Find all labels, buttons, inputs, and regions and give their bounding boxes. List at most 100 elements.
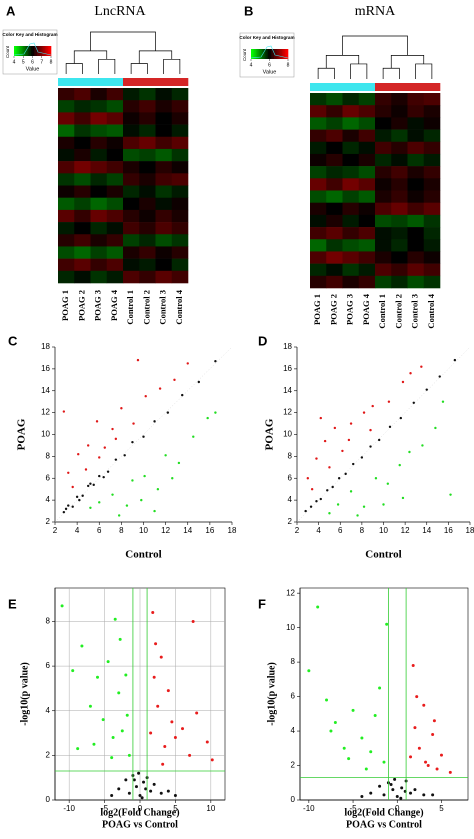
heatmap-cell <box>58 222 75 235</box>
data-point <box>161 762 165 766</box>
x-tick-label: 14 <box>183 526 192 535</box>
data-point <box>360 795 364 799</box>
data-point <box>62 510 66 514</box>
heatmap-cell <box>326 239 343 252</box>
heatmap-cell <box>423 227 441 240</box>
group-bar <box>310 83 327 91</box>
data-point <box>149 789 153 793</box>
data-point <box>114 458 118 461</box>
y-tick-label: 0 <box>46 795 51 804</box>
legend-swatch <box>17 46 19 56</box>
data-point <box>369 445 372 448</box>
data-point <box>152 782 156 786</box>
data-point <box>344 472 347 476</box>
column-label: Control 1 <box>377 294 387 329</box>
x-tick-label: 0 <box>138 804 143 813</box>
y-tick-label: 2 <box>46 517 51 526</box>
heatmap-cell <box>58 197 75 211</box>
heatmap-cell <box>74 136 91 150</box>
dendrogram <box>130 63 148 74</box>
heatmap-cell <box>171 112 189 125</box>
diagonal <box>54 346 233 523</box>
data-point <box>319 416 322 420</box>
heatmap-cell <box>391 153 408 167</box>
data-point <box>336 503 340 506</box>
heatmap-cell <box>375 275 392 289</box>
heatmap-cell <box>155 161 173 174</box>
heatmap-cell <box>58 209 75 223</box>
heatmap-cell <box>407 251 425 264</box>
data-point <box>95 420 99 423</box>
dendrogram <box>342 35 408 56</box>
data-point <box>77 452 80 456</box>
heatmap-cell <box>139 173 156 186</box>
legend-title: Color Key and Histogram <box>239 35 294 40</box>
heatmap-cell <box>171 100 189 113</box>
x-tick-label: 18 <box>466 526 474 535</box>
heatmap-cell <box>123 209 140 223</box>
data-point <box>110 794 114 798</box>
data-point <box>420 365 423 368</box>
heatmap-cell <box>310 166 327 179</box>
x-tick-label: 10 <box>206 804 215 813</box>
heatmap-cell <box>375 93 392 106</box>
legend-swatch <box>260 49 263 59</box>
x-tick-label: 10 <box>379 526 388 535</box>
legend-ylabel: Count <box>5 45 10 58</box>
heatmap-cell <box>155 148 173 162</box>
data-point <box>417 746 421 750</box>
heatmap-cell <box>139 124 156 138</box>
heatmap-cell <box>391 93 408 106</box>
y-tick-label: 12 <box>283 408 292 417</box>
data-point <box>323 439 327 443</box>
heatmap-cell <box>106 197 124 211</box>
data-point <box>110 756 114 760</box>
data-point <box>67 471 70 474</box>
legend-swatch <box>252 49 255 59</box>
heatmap-cell <box>342 129 360 143</box>
legend-histogram <box>13 42 52 56</box>
heatmap-cell <box>58 112 75 125</box>
legend-swatch <box>41 46 44 56</box>
x-tick-label: 8 <box>360 526 365 535</box>
data-point <box>138 794 142 798</box>
legend-swatch <box>47 46 50 56</box>
data-point <box>306 477 310 480</box>
data-point <box>439 753 443 757</box>
x-axis-label: log2(Fold Change) <box>344 807 423 818</box>
data-point <box>173 736 177 740</box>
data-point <box>142 780 146 784</box>
data-point <box>453 358 457 362</box>
heatmap-cell <box>74 209 91 223</box>
legend-swatch <box>263 49 266 59</box>
data-point <box>409 755 413 759</box>
heatmap-cell <box>74 148 91 162</box>
heatmap-cell <box>171 185 189 198</box>
panel-label: F <box>258 596 266 611</box>
legend-swatch <box>278 49 281 59</box>
data-point <box>142 435 145 438</box>
heatmap-cell <box>342 190 360 203</box>
heatmap-cell <box>358 153 376 167</box>
heatmap-cell <box>358 105 376 118</box>
heatmap-cell <box>90 148 108 162</box>
panel-title: LncRNA <box>94 4 146 19</box>
y-tick-label: 12 <box>286 588 295 597</box>
heatmap-cell <box>375 251 392 264</box>
dendrogram <box>138 50 173 64</box>
data-point <box>186 362 189 365</box>
data-point <box>413 788 417 792</box>
heatmap-cell <box>358 190 376 203</box>
heatmap-cell <box>58 246 75 259</box>
legend-tick-label: 7 <box>40 59 43 65</box>
data-point <box>360 736 364 740</box>
legend-swatch <box>281 49 284 59</box>
data-point <box>438 375 441 378</box>
data-point <box>315 500 318 503</box>
legend-swatch <box>275 49 278 59</box>
heatmap-cell <box>123 270 140 284</box>
heatmap-cell <box>123 124 140 138</box>
heatmap-cell <box>90 258 108 272</box>
data-point <box>153 509 156 513</box>
heatmap-cell <box>155 270 173 284</box>
